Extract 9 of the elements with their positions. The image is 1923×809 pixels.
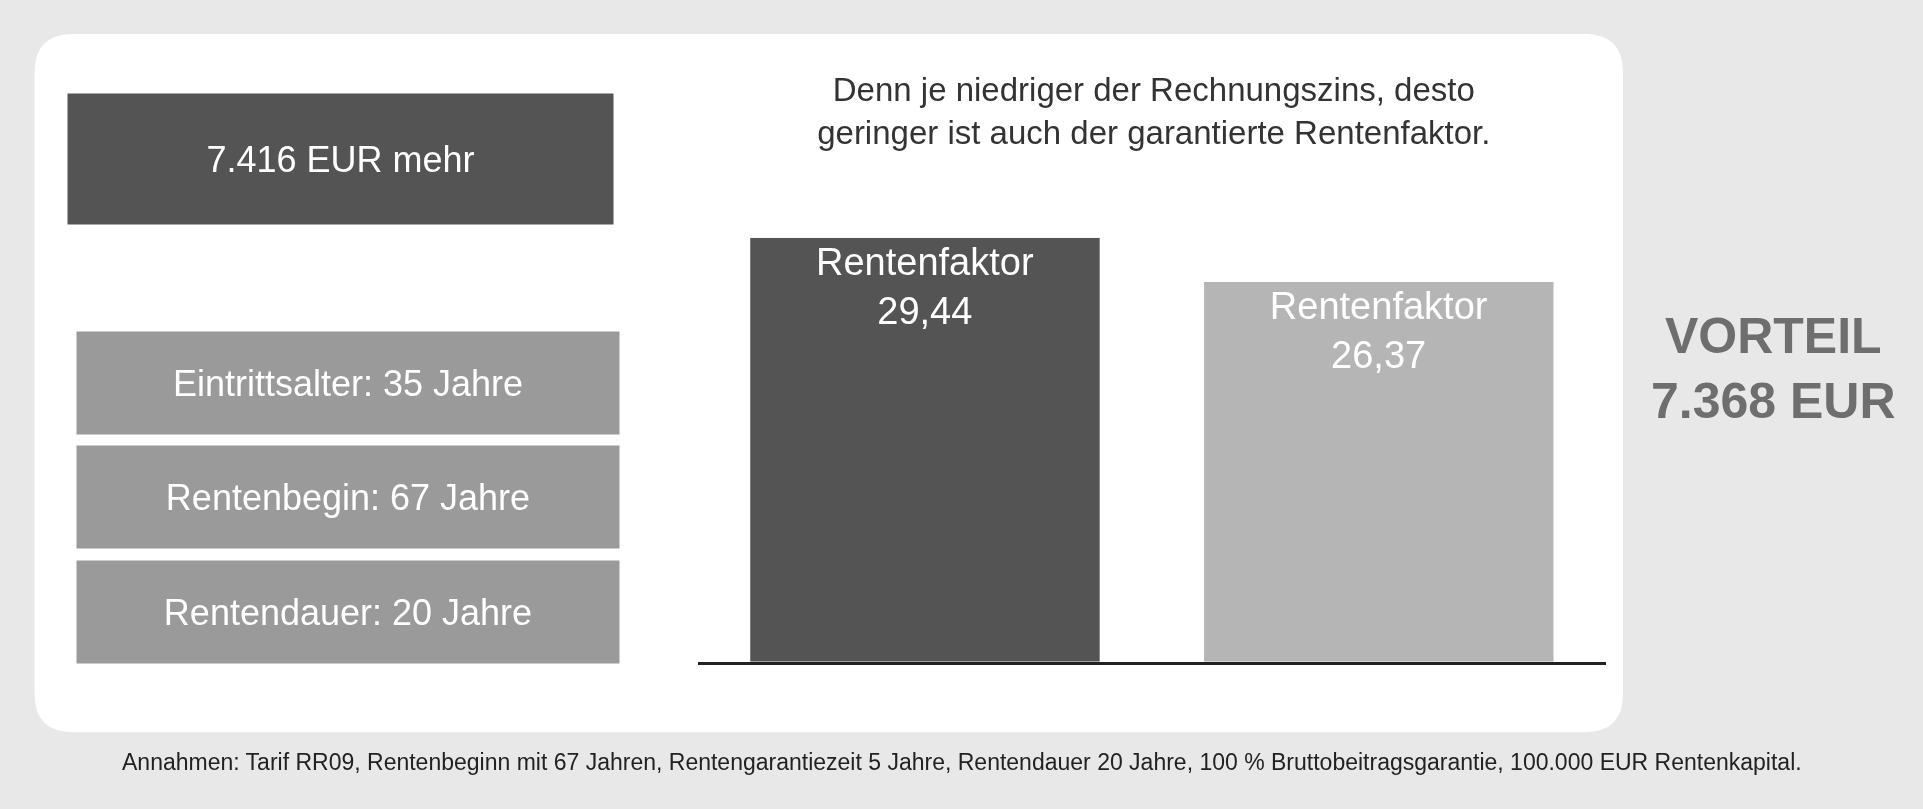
text: Rentendauer: 20 Jahre xyxy=(163,591,533,633)
text: VORTEIL 7.368 EUR xyxy=(1651,308,1896,429)
data-label: Rentenfaktor 26,37 xyxy=(1269,285,1488,377)
data-label: Rentenfaktor 29,44 xyxy=(816,240,1034,333)
text: Rentenbegin: 67 Jahre xyxy=(165,476,531,518)
text: Annahmen: Tarif RR09, Rentenbeginn mit 67 Jahren, Rentengarantiezeit 5 Jahre, Rentendauer 20 Jahre, 100 % Bruttobeitragsgarantie, 100.000 EUR Rentenkapital. xyxy=(122,749,1802,775)
text: 7.416 EUR mehr xyxy=(206,138,475,180)
text: Eintrittsalter: 35 Jahre xyxy=(172,362,524,404)
chart-title: Denn je niedriger der Rechnungszins, desto geringer ist auch der garantierte Rentenfaktor. xyxy=(817,71,1491,152)
